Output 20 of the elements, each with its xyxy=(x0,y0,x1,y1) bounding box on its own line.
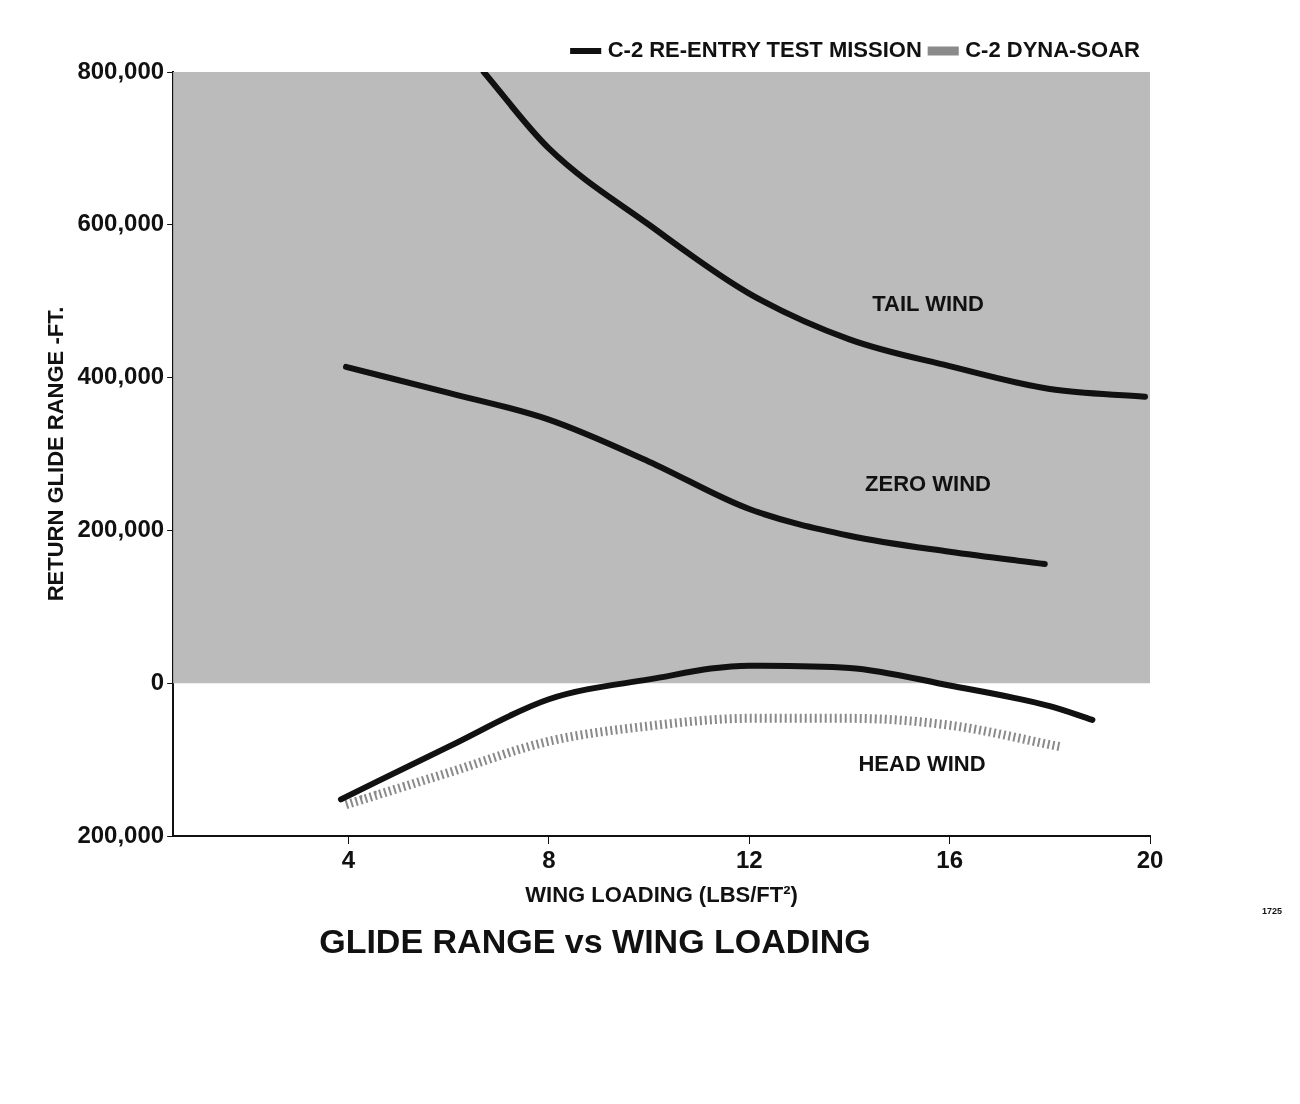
x-tick-label: 12 xyxy=(735,846,763,874)
x-tick-label: 16 xyxy=(936,846,963,874)
legend-label: C-2 DYNA-SOAR xyxy=(965,37,1141,63)
annotation: HEAD WIND xyxy=(858,751,986,777)
y-tick-label: 0 xyxy=(150,667,165,695)
annotation: ZERO WIND xyxy=(865,471,991,497)
annotation: TAIL WIND xyxy=(872,291,984,317)
x-tick-label: 20 xyxy=(1136,846,1164,874)
y-tick-label: 600,000 xyxy=(77,209,165,237)
y-tick-label: 800,000 xyxy=(77,56,165,84)
y-tick-label: 200,000 xyxy=(77,515,165,543)
x-tick-label: 4 xyxy=(341,846,356,874)
y-axis-title: RETURN GLIDE RANGE -FT. xyxy=(43,306,69,602)
x-tick-label: 8 xyxy=(542,846,556,874)
x-axis-title: WING LOADING (LBS/FT²) xyxy=(525,882,798,908)
y-tick-label: 200,000 xyxy=(77,820,165,848)
text: 1725 xyxy=(1261,906,1283,917)
text: GLIDE RANGE vs WING LOADING xyxy=(319,921,871,960)
legend-label: C-2 RE-ENTRY TEST MISSION xyxy=(607,37,922,63)
y-tick-label: 400,000 xyxy=(77,362,165,390)
